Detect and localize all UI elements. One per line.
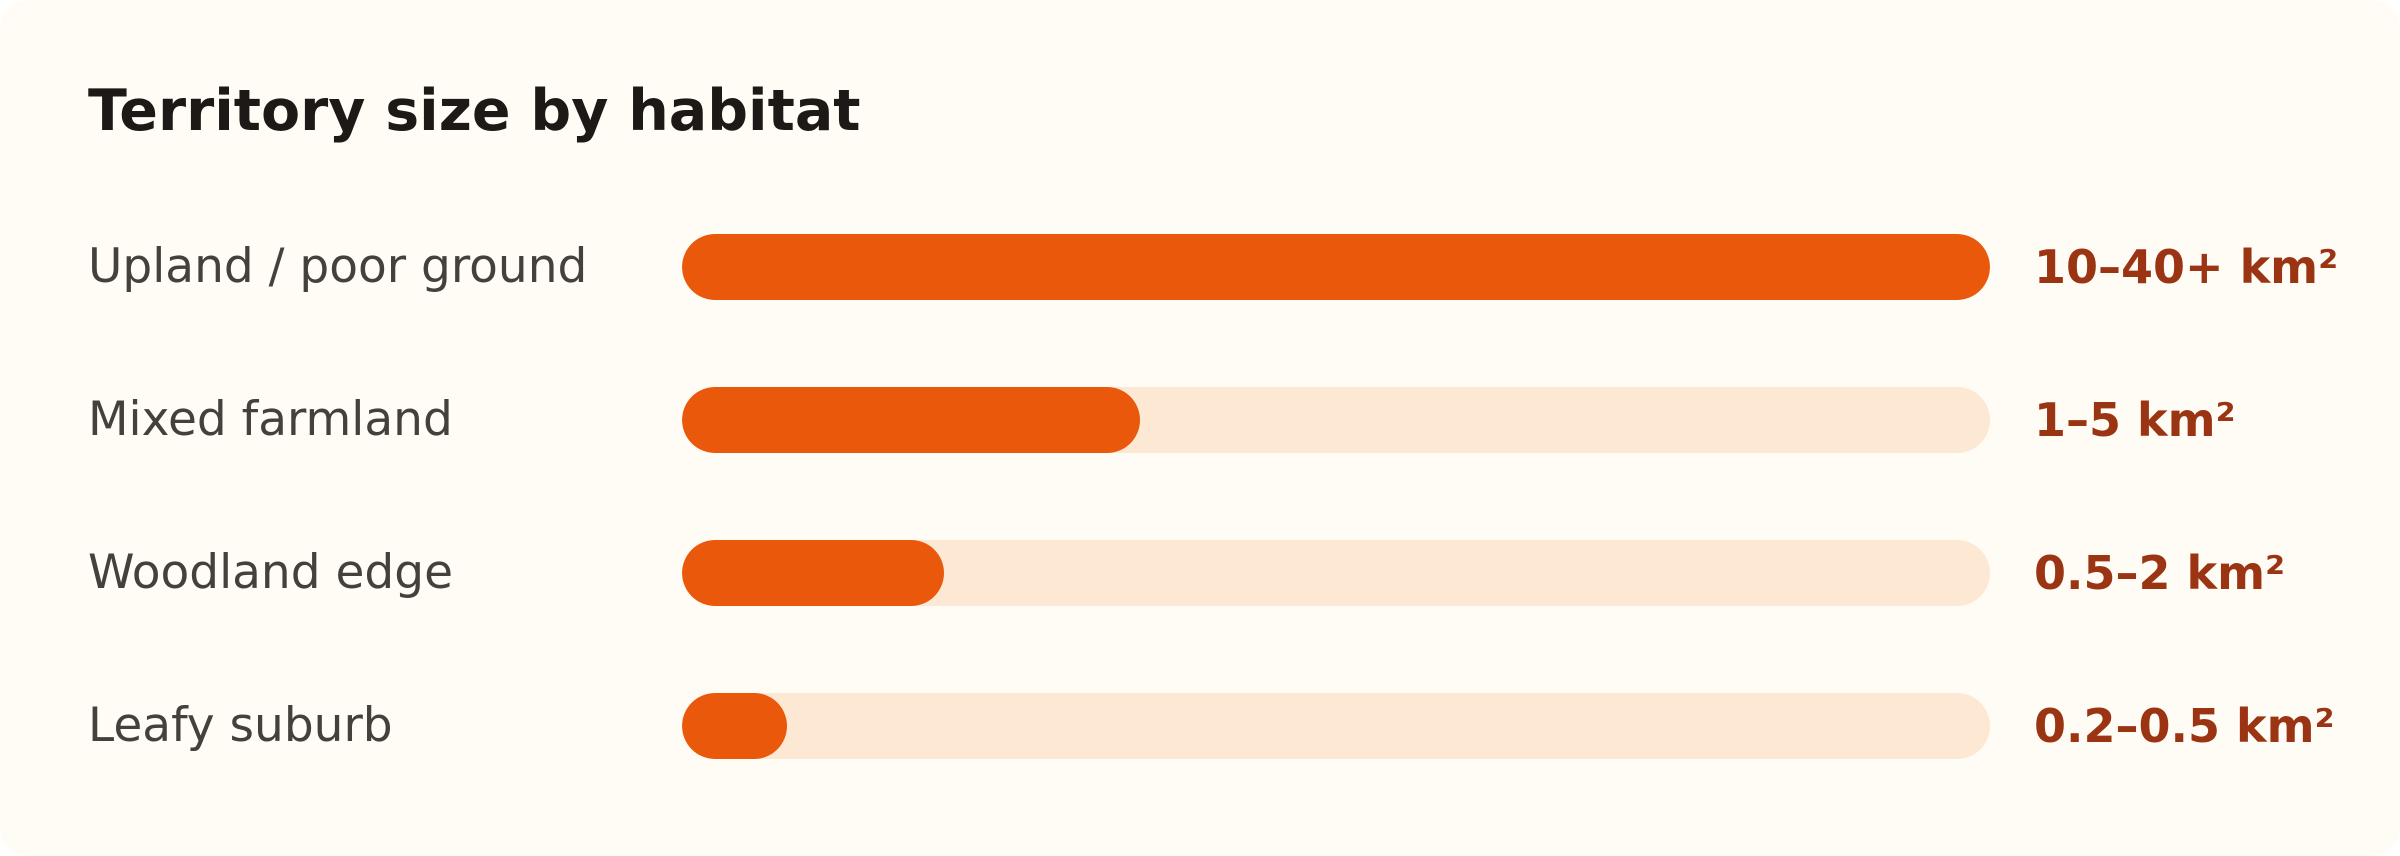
bar-row: Upland / poor ground 10–40+ km² [0, 234, 2400, 300]
bar [682, 387, 1140, 453]
bar-track [682, 387, 1990, 453]
bar-row: Leafy suburb 0.2–0.5 km² [0, 693, 2400, 759]
bar-row: Woodland edge 0.5–2 km² [0, 540, 2400, 606]
value-label: 0.2–0.5 km² [2034, 699, 2335, 753]
bar [682, 234, 1990, 300]
bar [682, 540, 944, 606]
bar-row: Mixed farmland 1–5 km² [0, 387, 2400, 453]
bar-track [682, 540, 1990, 606]
category-label: Leafy suburb [88, 698, 393, 753]
bar-track [682, 234, 1990, 300]
chart-title: Territory size by habitat [88, 78, 861, 144]
category-label: Mixed farmland [88, 392, 453, 447]
bar [682, 693, 787, 759]
value-label: 10–40+ km² [2034, 240, 2339, 294]
value-label: 0.5–2 km² [2034, 546, 2286, 600]
value-label: 1–5 km² [2034, 393, 2236, 447]
category-label: Woodland edge [88, 545, 453, 600]
category-label: Upland / poor ground [88, 239, 588, 294]
bar-track [682, 693, 1990, 759]
